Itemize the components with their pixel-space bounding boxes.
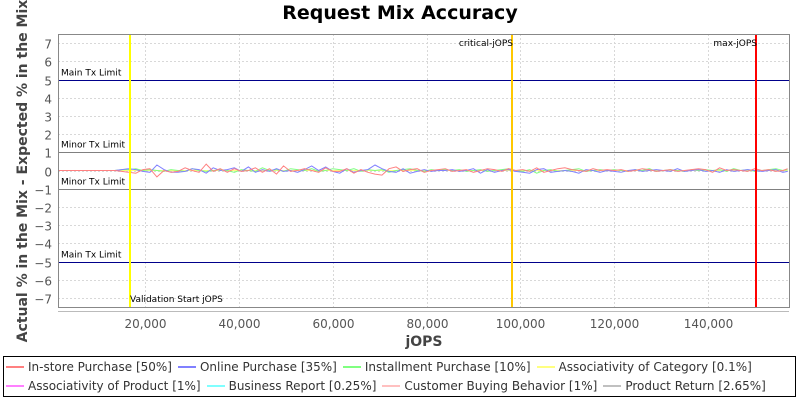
vertical-jops-markers: Validation Start jOPS critical-jOPS max-jO… bbox=[129, 34, 757, 307]
x-tick-label: 140,000 bbox=[684, 317, 734, 331]
y-axis-ticks: 7 6 5 4 3 2 1 0 −1 −2 −3 −4 −5 −6 −7 bbox=[34, 38, 52, 307]
legend-swatch-icon bbox=[603, 385, 622, 387]
legend-label: Associativity of Product [1%] bbox=[28, 379, 201, 393]
y-tick-label: −3 bbox=[34, 220, 52, 234]
y-tick-label: −7 bbox=[34, 293, 52, 307]
jops-marker-label: Validation Start jOPS bbox=[130, 295, 223, 305]
legend-label: Installment Purchase [10%] bbox=[364, 360, 531, 374]
horizontal-limit-markers: Main Tx Limit Minor Tx Limit Minor Tx Limi… bbox=[58, 69, 789, 263]
legend-item: Online Purchase [35%] bbox=[177, 360, 337, 374]
limit-label: Minor Tx Limit bbox=[61, 141, 126, 151]
y-tick-label: −4 bbox=[34, 238, 52, 252]
legend-swatch-icon bbox=[6, 385, 24, 387]
x-axis-label: jOPS bbox=[404, 334, 442, 350]
jops-marker-label: critical-jOPS bbox=[459, 39, 513, 49]
legend-item: In-store Purchase [50%] bbox=[6, 360, 172, 374]
limit-label: Minor Tx Limit bbox=[61, 178, 126, 188]
legend-row-2: Associativity of Product [1%] Business Re… bbox=[6, 377, 772, 395]
legend-item: Product Return [2.65%] bbox=[603, 379, 766, 393]
legend-swatch-icon bbox=[382, 385, 401, 387]
y-tick-label: −5 bbox=[34, 257, 52, 271]
legend-label: Business Report [0.25%] bbox=[228, 379, 377, 393]
legend-swatch-icon bbox=[536, 366, 555, 368]
legend-row-1: In-store Purchase [50%] Online Purchase [… bbox=[6, 358, 758, 376]
y-tick-label: 6 bbox=[44, 56, 52, 70]
chart-title: Request Mix Accuracy bbox=[282, 2, 518, 24]
x-tick-label: 100,000 bbox=[496, 317, 546, 331]
x-tick-label: 20,000 bbox=[125, 317, 167, 331]
y-tick-label: 1 bbox=[44, 147, 52, 161]
chart-plot: Main Tx Limit Minor Tx Limit Minor Tx Limi… bbox=[15, 0, 790, 350]
legend-item: Associativity of Category [0.1%] bbox=[536, 360, 752, 374]
legend-item: Business Report [0.25%] bbox=[206, 379, 377, 393]
legend-item: Installment Purchase [10%] bbox=[342, 360, 531, 374]
y-tick-label: −2 bbox=[34, 202, 52, 216]
y-tick-label: 2 bbox=[44, 129, 52, 143]
legend-swatch-icon bbox=[342, 366, 361, 368]
legend-item: Customer Buying Behavior [1%] bbox=[382, 379, 597, 393]
chart-legend: In-store Purchase [50%] Online Purchase [… bbox=[3, 356, 796, 397]
legend-item: Associativity of Product [1%] bbox=[6, 379, 201, 393]
y-tick-label: 5 bbox=[44, 75, 52, 89]
y-axis-label: Actual % in the Mix - Expected % in the … bbox=[15, 0, 31, 342]
legend-label: Product Return [2.65%] bbox=[625, 379, 766, 393]
legend-label: Online Purchase [35%] bbox=[199, 360, 337, 374]
series-line bbox=[58, 164, 788, 174]
x-tick-label: 120,000 bbox=[590, 317, 640, 331]
x-tick-label: 80,000 bbox=[407, 317, 449, 331]
x-tick-label: 60,000 bbox=[313, 317, 355, 331]
legend-label: In-store Purchase [50%] bbox=[28, 360, 172, 374]
y-tick-label: −1 bbox=[34, 184, 52, 198]
y-tick-label: 7 bbox=[44, 38, 52, 52]
legend-swatch-icon bbox=[206, 385, 225, 387]
y-tick-label: 4 bbox=[44, 93, 52, 107]
x-axis-ticks: 20,000 40,000 60,000 80,000 100,000 120,000 14… bbox=[125, 317, 734, 331]
y-tick-label: 0 bbox=[44, 166, 52, 180]
limit-label: Main Tx Limit bbox=[61, 251, 122, 261]
data-series bbox=[58, 163, 788, 178]
limit-label: Main Tx Limit bbox=[61, 69, 122, 79]
y-tick-label: −6 bbox=[34, 275, 52, 289]
jops-marker-label: max-jOPS bbox=[713, 39, 757, 49]
plot-border bbox=[58, 34, 790, 308]
legend-label: Associativity of Category [0.1%] bbox=[558, 360, 752, 374]
legend-swatch-icon bbox=[177, 366, 196, 368]
y-tick-label: 3 bbox=[44, 111, 52, 125]
legend-swatch-icon bbox=[6, 366, 24, 368]
series-line bbox=[58, 163, 788, 178]
x-tick-label: 40,000 bbox=[219, 317, 261, 331]
legend-label: Customer Buying Behavior [1%] bbox=[404, 379, 598, 393]
